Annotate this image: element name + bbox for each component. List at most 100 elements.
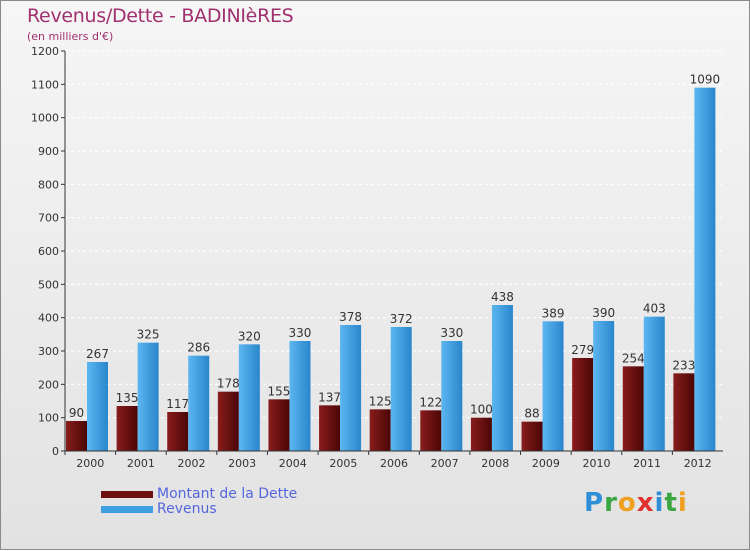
data-label-debt: 137 [318, 390, 341, 404]
legend-item-debt: Montant de la Dette [101, 487, 297, 502]
data-label-revenus: 378 [339, 310, 362, 324]
x-tick-label: 2009 [532, 457, 560, 470]
x-tick-label: 2005 [329, 457, 357, 470]
bar-revenus [390, 327, 412, 451]
bar-debt [673, 373, 695, 451]
y-tick-label: 1000 [31, 112, 59, 125]
chart-title: Revenus/Dette - BADINIèRES [27, 5, 294, 27]
data-label-revenus: 320 [238, 329, 261, 343]
x-tick-label: 2002 [178, 457, 206, 470]
data-label-revenus: 330 [440, 326, 463, 340]
bar-debt [622, 366, 644, 451]
data-label-debt: 125 [369, 394, 392, 408]
x-tick-label: 2004 [279, 457, 307, 470]
data-label-revenus: 372 [390, 312, 413, 326]
bar-revenus [137, 342, 159, 451]
legend-swatch-revenus [101, 506, 153, 513]
chart-subtitle: (en milliers d'€) [27, 30, 114, 43]
bar-revenus [340, 325, 362, 451]
y-tick-label: 500 [38, 278, 59, 291]
y-tick-label: 1200 [31, 45, 59, 58]
y-tick-label: 700 [38, 212, 59, 225]
y-tick-label: 200 [38, 378, 59, 391]
bar-revenus [542, 321, 564, 451]
logo-letter: r [604, 488, 618, 518]
y-tick-label: 1100 [31, 78, 59, 91]
legend: Montant de la Dette Revenus [101, 487, 297, 517]
y-tick-label: 600 [38, 245, 59, 258]
bar-debt [167, 412, 189, 451]
data-label-debt: 279 [571, 343, 594, 357]
data-label-debt: 155 [268, 384, 291, 398]
bar-revenus [87, 362, 108, 451]
bar-revenus [643, 316, 665, 451]
x-tick-label: 2010 [582, 457, 610, 470]
y-tick-label: 900 [38, 145, 59, 158]
bar-debt [470, 417, 492, 451]
bar-debt [369, 409, 391, 451]
bar-revenus [289, 341, 311, 451]
logo-letter: i [677, 488, 688, 518]
x-tick-label: 2012 [684, 457, 712, 470]
logo-letter: t [664, 488, 678, 518]
bar-revenus [441, 341, 463, 451]
logo-letter: x [636, 488, 655, 518]
bar-revenus [593, 321, 615, 451]
y-tick-label: 800 [38, 178, 59, 191]
bar-debt [420, 410, 442, 451]
bar-debt [319, 405, 341, 451]
data-label-revenus: 330 [289, 326, 312, 340]
bar-debt [268, 399, 290, 451]
bar-revenus [188, 355, 210, 451]
logo-letter: P [584, 488, 605, 518]
x-tick-label: 2008 [481, 457, 509, 470]
data-label-debt: 117 [166, 397, 189, 411]
bar-revenus [694, 87, 716, 452]
data-label-revenus: 390 [592, 306, 615, 320]
data-label-revenus: 325 [137, 328, 160, 342]
data-label-revenus: 286 [187, 341, 210, 355]
data-label-revenus: 438 [491, 290, 514, 304]
bar-debt [116, 406, 138, 451]
bar-debt [217, 391, 239, 451]
legend-label-debt: Montant de la Dette [157, 486, 298, 502]
labels-layer: 90 267 135 325 117 286 178 320 155 330 137 378 125 37… [69, 73, 720, 421]
data-label-debt: 90 [69, 406, 84, 420]
x-tick-label: 2006 [380, 457, 408, 470]
logo-letter: o [617, 488, 637, 518]
bar-debt [66, 421, 87, 451]
data-label-revenus: 1090 [690, 73, 721, 87]
logo-letter: i [654, 488, 665, 518]
x-tick-label: 2011 [633, 457, 661, 470]
data-label-revenus: 267 [86, 347, 109, 361]
data-label-debt: 122 [419, 395, 442, 409]
bar-revenus [238, 344, 260, 451]
x-tick-label: 2007 [431, 457, 459, 470]
data-label-revenus: 403 [643, 302, 666, 316]
x-tick-label: 2003 [228, 457, 256, 470]
legend-swatch-debt [101, 491, 153, 498]
y-tick-label: 300 [38, 345, 59, 358]
legend-label-revenus: Revenus [157, 501, 217, 517]
data-label-debt: 178 [217, 377, 240, 391]
bar-revenus [491, 305, 513, 451]
y-tick-label: 0 [52, 445, 59, 458]
y-tick-label: 100 [38, 412, 59, 425]
axis-layer: 0 100 200 300 400 500 600 700 800 900 1000 1100 1200… [31, 45, 723, 470]
x-tick-label: 2001 [127, 457, 155, 470]
data-label-debt: 254 [622, 351, 645, 365]
y-tick-label: 400 [38, 312, 59, 325]
data-label-debt: 100 [470, 403, 493, 417]
bar-debt [521, 421, 543, 451]
bar-debt [572, 358, 594, 451]
data-label-debt: 135 [116, 391, 139, 405]
legend-item-revenus: Revenus [101, 502, 297, 517]
data-label-debt: 88 [524, 407, 539, 421]
data-label-debt: 233 [672, 358, 695, 372]
bars-layer [66, 87, 716, 452]
x-tick-label: 2000 [76, 457, 104, 470]
proxiti-logo: Proxiti [584, 488, 688, 518]
data-label-revenus: 389 [542, 306, 565, 320]
